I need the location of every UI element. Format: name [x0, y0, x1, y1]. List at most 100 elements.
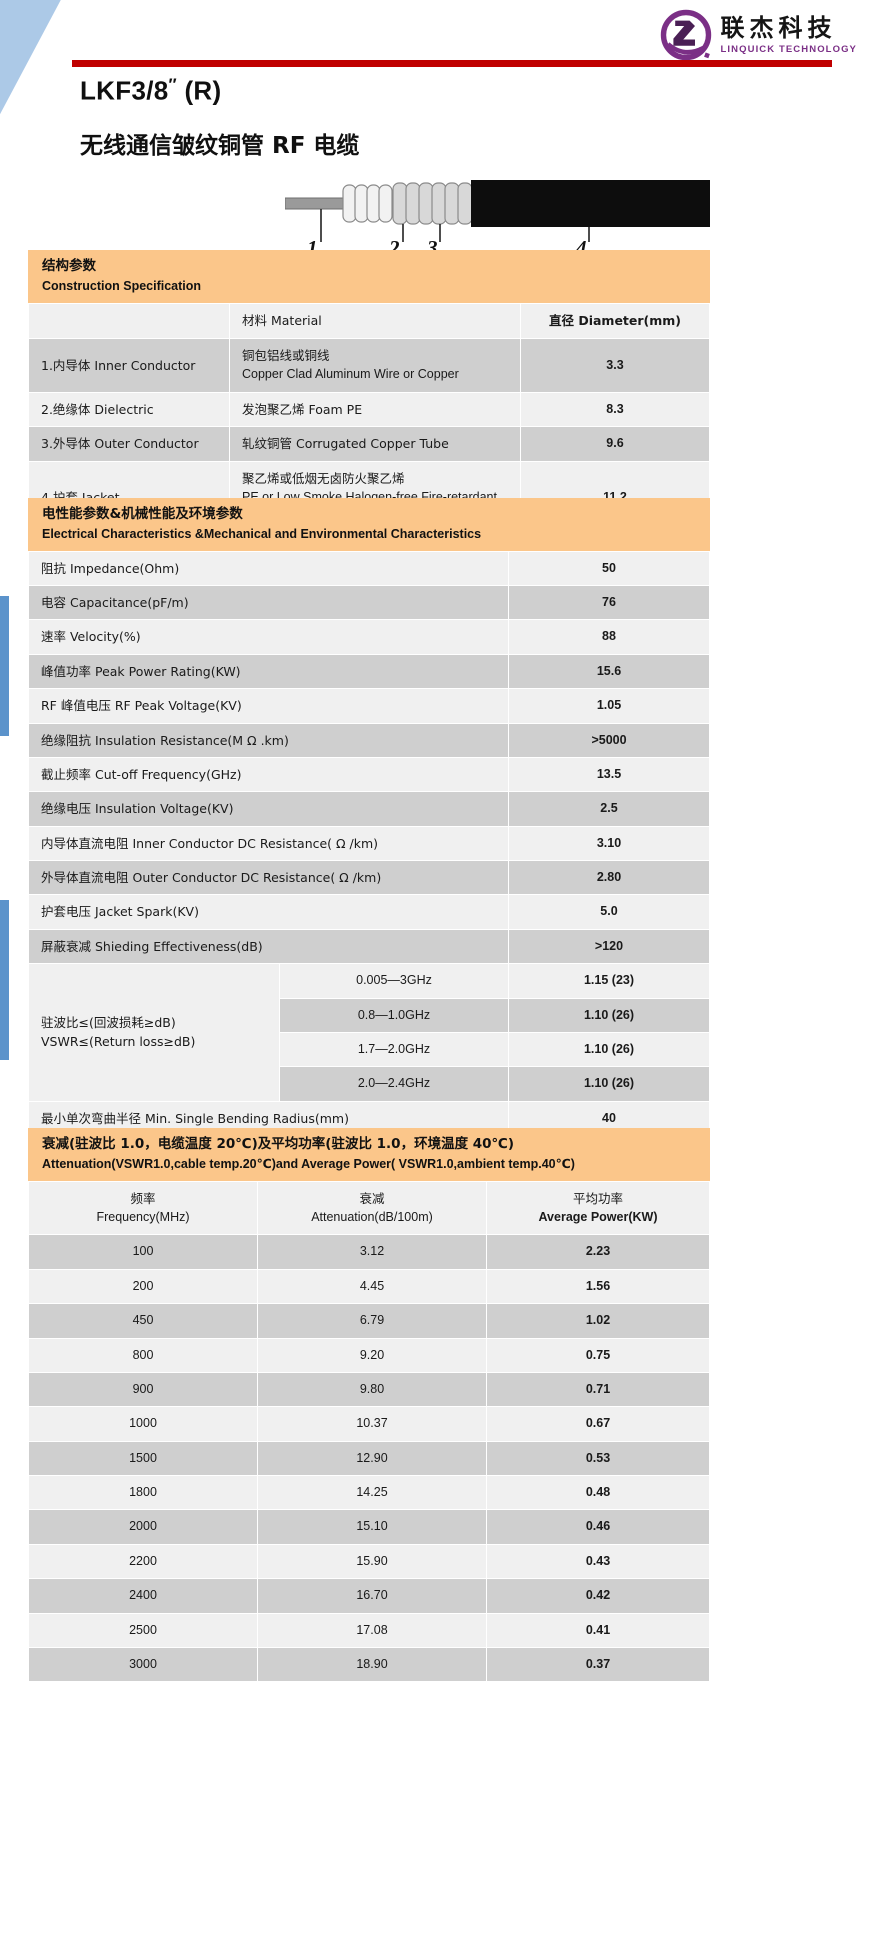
row-diameter: 3.3: [521, 339, 709, 392]
cable-cutaway-diagram: 1 2 3 4: [284, 168, 710, 260]
cell-power: 0.42: [487, 1579, 709, 1613]
param-label: 电容 Capacitance(pF/m): [29, 586, 508, 620]
logo-name-cn: 联杰科技: [720, 13, 837, 42]
row-material: 发泡聚乙烯 Foam PE: [230, 392, 520, 427]
table-row: 1000 10.37 0.67: [29, 1407, 709, 1441]
left-accent-bar-bottom: [0, 900, 9, 1060]
header-component: [29, 303, 229, 339]
inch-mark: ″: [168, 75, 177, 94]
left-accent-bar-top: [0, 596, 9, 736]
param-value: 76: [509, 586, 709, 620]
table-row: 900 9.80 0.71: [29, 1372, 709, 1407]
param-label: RF 峰值电压 RF Peak Voltage(KV): [29, 689, 508, 723]
table-row: RF 峰值电压 RF Peak Voltage(KV) 1.05: [29, 689, 709, 723]
vswr-label-cn: 驻波比≤(回波损耗≥dB): [41, 1015, 176, 1031]
param-label: 阻抗 Impedance(Ohm): [29, 551, 508, 586]
table-row: 3000 18.90 0.37: [29, 1647, 709, 1682]
material-en: Copper Clad Aluminum Wire or Copper: [242, 367, 459, 382]
table-row: 护套电压 Jacket Spark(KV) 5.0: [29, 895, 709, 929]
electrical-band-header: 电性能参数&机械性能及环境参数 Electrical Characteristi…: [28, 498, 710, 551]
row-component: 3.外导体 Outer Conductor: [29, 427, 229, 461]
table-row: 100 3.12 2.23: [29, 1235, 709, 1269]
page-subtitle: 无线通信皱纹铜管 RF 电缆: [80, 133, 360, 159]
cell-power: 0.46: [487, 1510, 709, 1544]
callout-1: 1: [307, 236, 318, 260]
table-row: 2.绝缘体 Dielectric 发泡聚乙烯 Foam PE 8.3: [29, 392, 709, 427]
linquick-emblem-icon: [660, 9, 711, 61]
cell-attenuation: 10.37: [258, 1407, 486, 1441]
cell-frequency: 1500: [29, 1441, 257, 1476]
cell-power: 0.43: [487, 1544, 709, 1579]
param-label: 内导体直流电阻 Inner Conductor DC Resistance( Ω…: [29, 826, 508, 861]
cell-power: 0.37: [487, 1647, 709, 1682]
param-value: >120: [509, 929, 709, 964]
model-number: LKF3/8: [80, 75, 169, 106]
table-row: 450 6.79 1.02: [29, 1304, 709, 1338]
construction-section: 结构参数 Construction Specification 材料 Mater…: [28, 250, 710, 535]
row-material: 轧纹铜管 Corrugated Copper Tube: [230, 427, 520, 461]
vswr-band-value: 1.10 (26): [509, 1032, 709, 1067]
param-value: 5.0: [509, 895, 709, 929]
cell-attenuation: 3.12: [258, 1235, 486, 1269]
param-value: 2.80: [509, 861, 709, 895]
page-title: LKF3/8″ (R): [80, 75, 221, 107]
vswr-band-range: 0.005—3GHz: [280, 964, 508, 998]
attenuation-section: 衰减(驻波比 1.0，电缆温度 20℃)及平均功率(驻波比 1.0，环境温度 4…: [28, 1128, 710, 1683]
table-row: 电容 Capacitance(pF/m) 76: [29, 586, 709, 620]
cell-frequency: 450: [29, 1304, 257, 1338]
cell-attenuation: 15.10: [258, 1510, 486, 1544]
construction-band-title-cn: 结构参数: [42, 258, 96, 274]
table-row: 速率 Velocity(%) 88: [29, 620, 709, 654]
cell-power: 1.02: [487, 1304, 709, 1338]
cell-attenuation: 9.80: [258, 1372, 486, 1407]
electrical-band-title-cn: 电性能参数&机械性能及环境参数: [42, 506, 243, 522]
table-row: 2000 15.10 0.46: [29, 1510, 709, 1544]
param-value: 15.6: [509, 654, 709, 689]
cell-frequency: 100: [29, 1235, 257, 1269]
param-value: 88: [509, 620, 709, 654]
cell-frequency: 2000: [29, 1510, 257, 1544]
param-value: 50: [509, 551, 709, 586]
cell-frequency: 2200: [29, 1544, 257, 1579]
table-row: 峰值功率 Peak Power Rating(KW) 15.6: [29, 654, 709, 689]
header-material: 材料 Material: [230, 303, 520, 339]
vswr-band-range: 1.7—2.0GHz: [280, 1032, 508, 1067]
cell-frequency: 200: [29, 1269, 257, 1304]
model-suffix: (R): [176, 75, 222, 106]
param-label: 绝缘阻抗 Insulation Resistance(M Ω .km): [29, 723, 508, 757]
table-row: 2500 17.08 0.41: [29, 1613, 709, 1647]
cell-power: 2.23: [487, 1235, 709, 1269]
cell-attenuation: 16.70: [258, 1579, 486, 1613]
param-label: 护套电压 Jacket Spark(KV): [29, 895, 508, 929]
table-row: 截止频率 Cut-off Frequency(GHz) 13.5: [29, 757, 709, 792]
cell-frequency: 3000: [29, 1647, 257, 1682]
cell-frequency: 1000: [29, 1407, 257, 1441]
vswr-row: 1.7—2.0GHz 1.10 (26): [29, 1032, 709, 1067]
table-row: 200 4.45 1.56: [29, 1269, 709, 1304]
table-header-row: 材料 Material 直径 Diameter(mm): [29, 303, 709, 339]
electrical-band-title-en: Electrical Characteristics &Mechanical a…: [42, 526, 482, 541]
vswr-band-value: 1.10 (26): [509, 1067, 709, 1101]
row-material: 铜包铝线或铜线 Copper Clad Aluminum Wire or Cop…: [230, 339, 520, 392]
table-row: 3.外导体 Outer Conductor 轧纹铜管 Corrugated Co…: [29, 427, 709, 461]
cell-attenuation: 15.90: [258, 1544, 486, 1579]
cell-attenuation: 9.20: [258, 1338, 486, 1372]
callout-3: 3: [427, 236, 438, 260]
cell-frequency: 900: [29, 1372, 257, 1407]
cell-power: 0.67: [487, 1407, 709, 1441]
attenuation-table: 频率 Frequency(MHz) 衰减 Attenuation(dB/100m…: [28, 1180, 710, 1683]
vswr-band-range: 0.8—1.0GHz: [280, 998, 508, 1032]
header-attenuation: 衰减 Attenuation(dB/100m): [258, 1181, 486, 1235]
vswr-row: 0.8—1.0GHz 1.10 (26): [29, 998, 709, 1032]
param-value: 1.05: [509, 689, 709, 723]
attenuation-band-title-en: Attenuation(VSWR1.0,cable temp.20℃)and A…: [42, 1156, 575, 1171]
param-label: 峰值功率 Peak Power Rating(KW): [29, 654, 508, 689]
cell-power: 0.48: [487, 1476, 709, 1510]
logo-name-en: LINQUICK TECHNOLOGY: [720, 43, 857, 55]
vswr-row: 驻波比≤(回波损耗≥dB) VSWR≤(Return loss≥dB) 0.00…: [29, 964, 709, 1101]
cell-frequency: 2400: [29, 1579, 257, 1613]
vswr-band-range: 2.0—2.4GHz: [280, 1067, 508, 1101]
cell-attenuation: 18.90: [258, 1647, 486, 1682]
table-row: 800 9.20 0.75: [29, 1338, 709, 1372]
table-header-row: 频率 Frequency(MHz) 衰减 Attenuation(dB/100m…: [29, 1181, 709, 1235]
